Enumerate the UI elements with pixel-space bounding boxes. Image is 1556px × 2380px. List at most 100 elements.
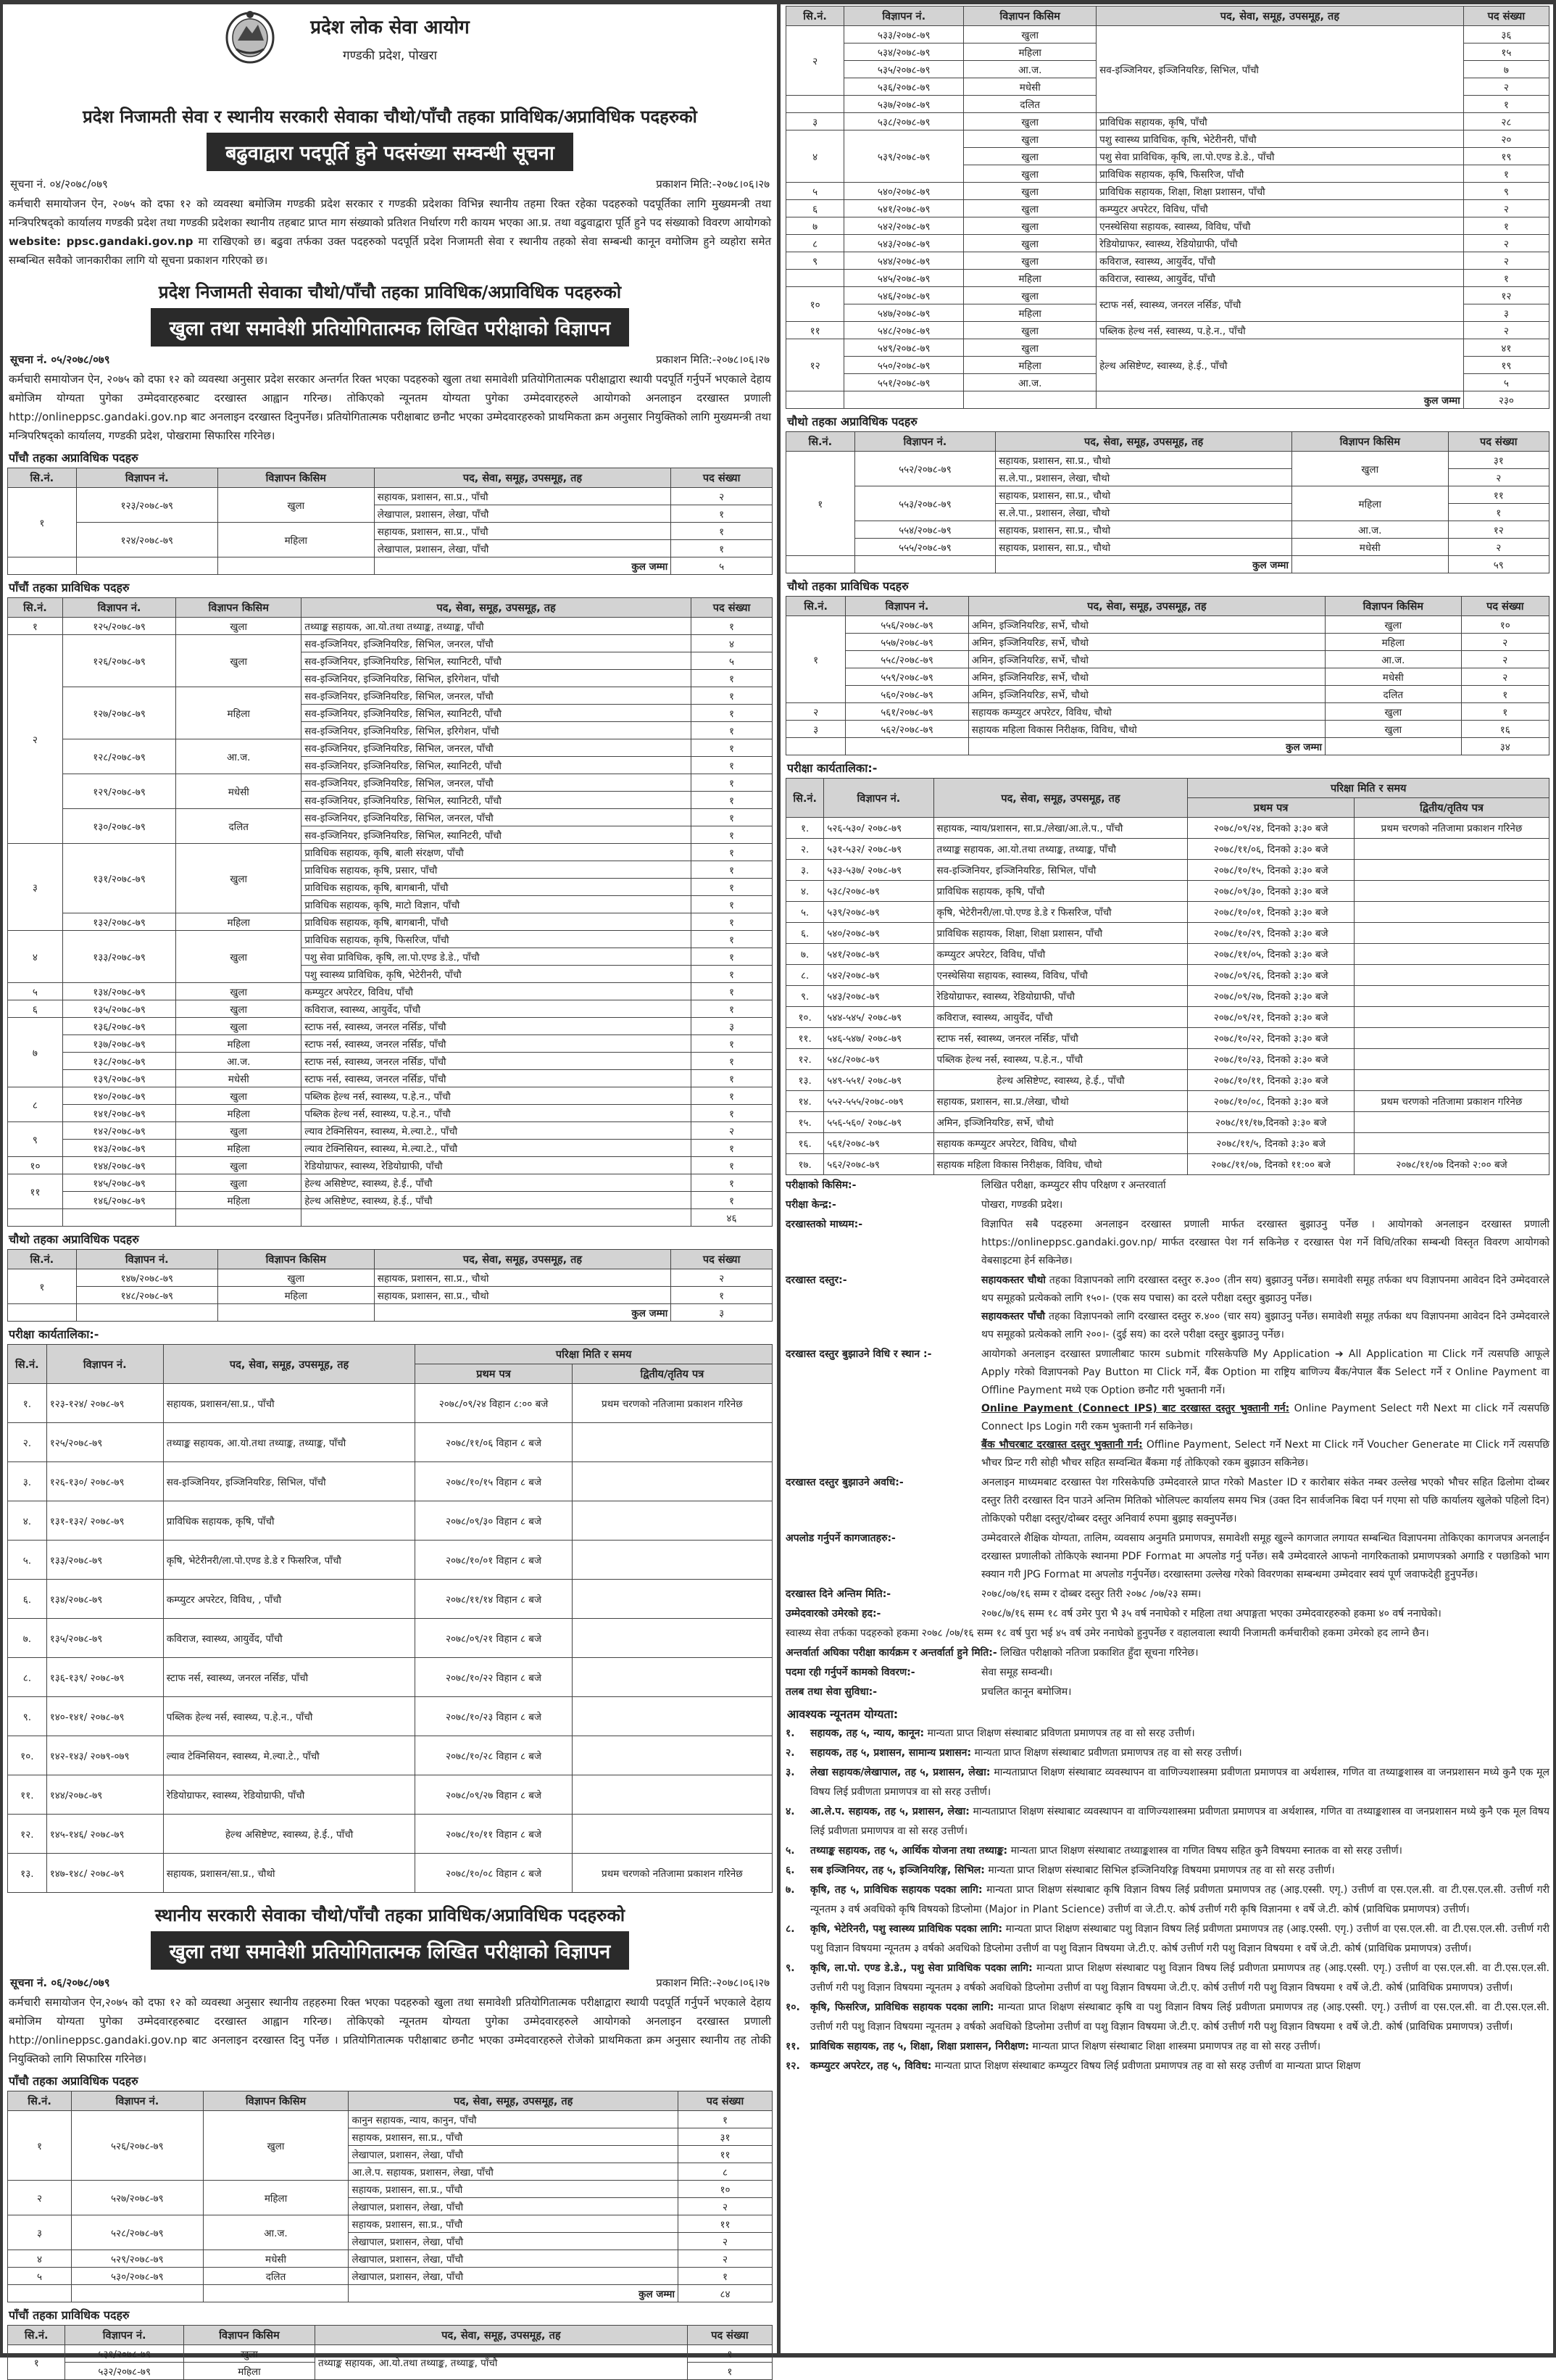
- table-cell: १: [691, 617, 773, 635]
- table-cell: १: [691, 861, 773, 879]
- table-row: सव-इञ्जिनियर, इञ्जिनियरिङ, सिभिल, स्यानि…: [8, 826, 773, 844]
- table-cell: पब्लिक हेल्थ नर्स, स्वास्थ्य, प.हे.न., प…: [301, 1104, 692, 1122]
- info-label: दरखास्तको माध्यम:-: [786, 1219, 863, 1230]
- table-cell: २: [1463, 234, 1550, 252]
- table-cell: १३७/२०७८-७९: [62, 1034, 177, 1053]
- table-cell: खुला: [963, 199, 1097, 217]
- table-row: १०. ५४४-५४५/ २०७८-७९ कविराज, स्वास्थ्य, आय…: [785, 1006, 1550, 1028]
- table-cell: कुल जम्मा: [968, 737, 1326, 755]
- table-cell: २: [1463, 78, 1550, 96]
- table-cell: सहायक, प्रशासन/सा.प्र., चौथो: [162, 1853, 416, 1893]
- header-row: सि.नं. विज्ञापन नं. विज्ञापन किसिम पद, सेवा…: [7, 468, 773, 488]
- table-cell: कविराज, स्वास्थ्य, आयुर्वेद, पाँचौ: [1096, 269, 1464, 287]
- age-note: स्वास्थ्य सेवा तर्फका पदहरुको हकमा २०७८ …: [786, 1628, 1429, 1639]
- table-cell: ५: [1463, 373, 1550, 391]
- table-cell: २०७८/१०/११, दिनको ३:३० बजे: [1187, 1069, 1355, 1091]
- table-cell: २०७८/१०/२९, दिनको ३:३० बजे: [1187, 922, 1355, 944]
- table-row: ११. १४४/२०७८-७९ रेडियोग्राफर, स्वास्थ्य, र…: [7, 1775, 773, 1815]
- table-local-4th-nontechnical: सि.नं. विज्ञापन नं. पद, सेवा, समूह, उपसमूह…: [786, 431, 1550, 573]
- table-cell: १२८/२०७८-७९: [62, 739, 177, 774]
- table-row: १२७/२०७८-७९ महिला सव-इञ्जिनियर, इञ्जिनियरि…: [8, 687, 773, 739]
- main-title: प्रदेश निजामती सेवा र स्थानीय सरकारी सेव…: [83, 107, 697, 127]
- table-cell: खुला: [1324, 702, 1462, 721]
- table-cell: ३६: [1463, 25, 1550, 43]
- table-cell: १: [686, 2362, 773, 2380]
- notice1-text: कर्मचारी समायोजन ऐन, २०७५ को दफा १२ को व…: [9, 197, 771, 229]
- table-cell: २०७८/१०/२२, दिनको ३:३० बजे: [1187, 1027, 1355, 1049]
- table-row: लेखापाल, प्रशासन, लेखा, पाँचौ १: [8, 505, 773, 523]
- table-cell: १: [691, 930, 773, 948]
- table-cell: मधेसी: [1291, 538, 1449, 556]
- table-cell: तथ्याङ्क सहायक, आ.यो.तथा तथ्याङ्क, तथ्या…: [933, 838, 1189, 860]
- table-cell: पब्लिक हेल्थ नर्स, स्वास्थ्य, प.हे.न., प…: [162, 1696, 416, 1736]
- table-cell: महिला: [963, 356, 1097, 374]
- section-heading: पाँचौ तहका अप्राविधिक पदहरु: [9, 451, 138, 465]
- table-cell: अमिन, इञ्जिनियरिङ, सर्भे, चौथो: [968, 685, 1326, 703]
- table-cell: [1353, 922, 1550, 944]
- table-local-exam-schedule: सि.नं. विज्ञापन नं. पद, सेवा, समूह, उपसमूह…: [785, 778, 1550, 1175]
- table-cell: १२४/२०७८-७९: [75, 522, 218, 557]
- table-cell: ४१: [1463, 339, 1550, 357]
- qualification-title: सहायक, तह ५, प्रशासन, सामान्य प्रशासन:: [810, 1747, 972, 1759]
- table-cell: लेखापाल, प्रशासन, लेखा, पाँचौ: [348, 2197, 679, 2215]
- table-row: सव-इञ्जिनियर, इञ्जिनियरिङ, सिभिल, इरिगेश…: [8, 721, 773, 739]
- table-cell: ५४१/२०७८-७९: [844, 199, 965, 217]
- website-link[interactable]: website: ppsc.gandaki.gov.np: [9, 235, 194, 248]
- info-paragraph: बैंक भौचरबाट दरखास्त दस्तुर भुक्तानी गर्…: [981, 1436, 1549, 1472]
- table-cell: २०७८/०९/२१, दिनको ३:३० बजे: [1187, 1006, 1355, 1028]
- qualification-description: मान्यता प्राप्त शिक्षण संस्थाबाट प्रवीणत…: [971, 1747, 1242, 1759]
- qualification-description: मान्यता प्राप्त शिक्षण संस्थाबाट सिभिल इ…: [984, 1865, 1335, 1876]
- table-row: ५३४/२०७८-७९ महिला १५: [786, 43, 1550, 61]
- table-cell: १: [691, 808, 773, 826]
- table-row: ७ ५४२/२०७८-७९ खुला एनस्थेसिया सहायक, स्वास्…: [785, 217, 1550, 235]
- table-cell: [175, 1208, 302, 1227]
- notice1-body: कर्मचारी समायोजन ऐन, २०७५ को दफा १२ को व…: [7, 194, 773, 270]
- table-cell: ५३७/२०७८-७९: [844, 95, 965, 113]
- table-cell: १: [691, 1191, 773, 1209]
- table-cell: १: [691, 1174, 773, 1192]
- notice2-banner: खुला तथा समावेशी प्रतियोगितात्मक लिखित प…: [150, 308, 630, 347]
- column-header: पद, सेवा, समूह, उपसमूह, तह: [348, 2091, 679, 2111]
- table-cell: ५४६-५४७/ २०७८-७९: [823, 1027, 934, 1049]
- table-cell: ५४४/२०७८-७९: [844, 252, 965, 270]
- table-cell: १: [691, 669, 773, 687]
- table-row: ९. १४०-१४१/ २०७८-७९ पब्लिक हेल्थ नर्स, स्व…: [7, 1696, 773, 1736]
- table-row: १३८/२०७८-७९ आ.ज. स्टाफ नर्स, स्वास्थ्य, जन…: [8, 1052, 773, 1070]
- info-label: पदमा रही गर्नुपर्ने कामको विवरण:-: [786, 1667, 915, 1678]
- page-header: प्रदेश लोक सेवा आयोग गण्डकी प्रदेश, पोखर…: [7, 6, 773, 100]
- table-cell: ७.: [7, 1618, 47, 1658]
- column-header: पद संख्या: [691, 597, 773, 618]
- column-header: पद संख्या: [670, 1249, 773, 1269]
- table-cell: २०७८/०९/२४, दिनको ३:३० बजे: [1187, 817, 1355, 839]
- table-cell: सव-इञ्जिनियर, इञ्जिनियरिङ, सिभिल, पाँचौ: [162, 1461, 416, 1501]
- table-cell: ३.: [7, 1461, 47, 1501]
- notice2-date: प्रकाशन मिति:-२०७८।०६।२७: [656, 353, 770, 366]
- table-row: ५५७/२०७८-७९ अमिन, इञ्जिनियरिङ, सर्भे, चौथ…: [786, 633, 1550, 651]
- info-value: प्रचलित कानून बमोजिम।: [981, 1686, 1072, 1698]
- table-row: १६. ५६१/२०७८-७९ सहायक कम्प्युटर अपरेटर, वि…: [785, 1132, 1550, 1154]
- table-cell: ल्याव टेक्निसियन, स्वास्थ्य, मे.ल्या.टे.…: [162, 1736, 416, 1775]
- table-local-5th-technical: सि.नं. विज्ञापन नं. विज्ञापन किसिम पद, सेवा…: [7, 2325, 773, 2380]
- table-cell: १: [691, 687, 773, 705]
- table-row: ५५४/२०७८-७९ सहायक, प्रशासन, सा.प्र., चौथो…: [786, 521, 1550, 539]
- table-row: ५ ५४०/२०७८-७९ खुला प्राविधिक सहायक, शिक्षा,…: [785, 182, 1550, 200]
- table-cell: २: [785, 702, 846, 721]
- table-cell: कुल जम्मा: [995, 555, 1292, 573]
- qualification-number: ४.: [786, 1806, 795, 1817]
- table-cell: अमिन, इञ्जिनियरिङ, सर्भे, चौथो: [968, 650, 1326, 668]
- table-cell: १३८/२०७८-७९: [62, 1052, 177, 1070]
- table-cell: पब्लिक हेल्थ नर्स, स्वास्थ्य, प.हे.न., प…: [933, 1048, 1189, 1070]
- table-cell: ५३८/२०७८-७९: [844, 112, 965, 130]
- table-cell: २: [1447, 538, 1550, 556]
- info-text: Offline Payment, Select गर्ने Next मा Cl…: [981, 1439, 1549, 1469]
- table-row: ५ ५३०/२०७८-७९ दलित लेखापाल, प्रशासन, लेखा, …: [7, 2267, 773, 2285]
- table-cell: [7, 557, 77, 575]
- table-cell: ११: [678, 2215, 773, 2233]
- table-row: ४६: [7, 1208, 773, 1227]
- info-lead: सहायकस्तर पाँचौ: [981, 1311, 1046, 1322]
- table-cell: ३४: [1460, 737, 1550, 755]
- table-cell: लेखापाल, प्रशासन, लेखा, पाँचौ: [348, 2267, 679, 2285]
- table-cell: ५२६/२०७८-७९: [71, 2110, 204, 2181]
- table-cell: [1353, 1048, 1550, 1070]
- table-cell: २०७८/१०/०१, दिनको ३:३० बजे: [1187, 901, 1355, 923]
